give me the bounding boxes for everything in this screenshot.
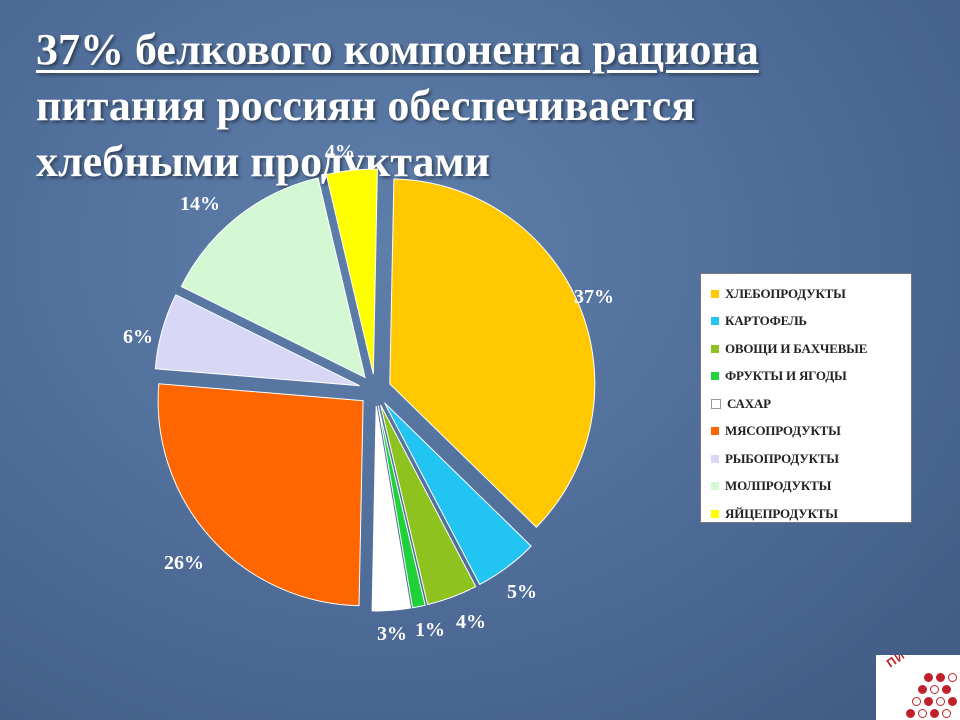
logo-dot xyxy=(906,709,915,718)
logo-dot xyxy=(918,709,927,718)
logo-dot xyxy=(942,709,951,718)
pie-slice-3 xyxy=(380,404,477,606)
title-line-1: 37% белкового компонента рациона xyxy=(36,25,759,74)
slice-label-1: 37% xyxy=(574,286,614,308)
pie-slice-4 xyxy=(377,405,426,609)
legend-item-7: РЫБОПРОДУКТЫ xyxy=(711,445,911,473)
legend-label: МОЛПРОДУКТЫ xyxy=(725,478,832,494)
slice-label-3: 4% xyxy=(456,611,486,633)
logo-dot xyxy=(930,709,939,718)
nutrition-institute-logo: ПИТАНИ xyxy=(876,655,960,720)
pie-slice-9 xyxy=(325,168,378,375)
legend-label: ФРУКТЫ И ЯГОДЫ xyxy=(725,368,847,384)
logo-dot xyxy=(936,697,945,706)
legend-swatch xyxy=(711,344,719,353)
slice-label-6: 26% xyxy=(164,552,204,574)
legend-swatch xyxy=(711,372,719,381)
logo-lettering: ПИТАНИ xyxy=(884,655,938,670)
slide-title: 37% белкового компонента рациона питания… xyxy=(36,22,936,190)
slice-label-7: 6% xyxy=(123,326,153,348)
legend-swatch xyxy=(711,317,719,326)
pie-slice-6 xyxy=(157,383,364,607)
pie-slice-7 xyxy=(154,294,360,387)
logo-dot xyxy=(924,697,933,706)
legend-swatch xyxy=(711,482,719,491)
logo-dot xyxy=(948,673,957,682)
logo-dot xyxy=(930,685,939,694)
pie-slice-5 xyxy=(371,405,412,612)
pie-slice-1 xyxy=(389,178,596,528)
legend-swatch xyxy=(711,289,719,298)
logo-dot xyxy=(918,685,927,694)
legend-swatch xyxy=(711,427,719,436)
legend-swatch xyxy=(711,509,719,518)
pie-slice-8 xyxy=(180,177,366,379)
slice-label-4: 1% xyxy=(415,619,445,641)
legend-item-3: ОВОЩИ И БАХЧЕВЫЕ xyxy=(711,335,911,363)
legend-label: РЫБОПРОДУКТЫ xyxy=(725,450,839,466)
legend-label: САХАР xyxy=(727,395,771,411)
logo-dot xyxy=(912,697,921,706)
chart-legend: ХЛЕБОПРОДУКТЫ КАРТОФЕЛЬ ОВОЩИ И БАХЧЕВЫЕ ФР… xyxy=(700,273,912,523)
slice-label-5: 3% xyxy=(377,623,407,645)
legend-item-5: САХАР xyxy=(711,390,911,418)
legend-swatch xyxy=(711,398,721,409)
legend-label: ЯЙЦЕПРОДУКТЫ xyxy=(725,505,838,521)
title-line-3: хлебными продуктами xyxy=(36,137,490,186)
pie-slice-2 xyxy=(384,402,532,586)
title-line-2: питания россиян обеспечивается xyxy=(36,81,696,130)
slice-label-2: 5% xyxy=(507,581,537,603)
legend-label: ХЛЕБОПРОДУКТЫ xyxy=(725,285,846,301)
legend-label: ОВОЩИ И БАХЧЕВЫЕ xyxy=(725,340,868,356)
logo-dot xyxy=(936,673,945,682)
legend-label: МЯСОПРОДУКТЫ xyxy=(725,423,841,439)
legend-swatch xyxy=(711,454,719,463)
legend-item-4: ФРУКТЫ И ЯГОДЫ xyxy=(711,363,911,391)
legend-item-9: ЯЙЦЕПРОДУКТЫ xyxy=(711,500,911,528)
legend-item-1: ХЛЕБОПРОДУКТЫ xyxy=(711,280,911,308)
slice-label-8: 14% xyxy=(180,193,220,215)
logo-dot xyxy=(942,685,951,694)
legend-label: КАРТОФЕЛЬ xyxy=(725,313,807,329)
legend-item-2: КАРТОФЕЛЬ xyxy=(711,308,911,336)
legend-item-6: МЯСОПРОДУКТЫ xyxy=(711,418,911,446)
slice-label-9: 4% xyxy=(325,141,355,163)
logo-dot xyxy=(948,697,957,706)
legend-item-8: МОЛПРОДУКТЫ xyxy=(711,473,911,501)
logo-dot xyxy=(924,673,933,682)
